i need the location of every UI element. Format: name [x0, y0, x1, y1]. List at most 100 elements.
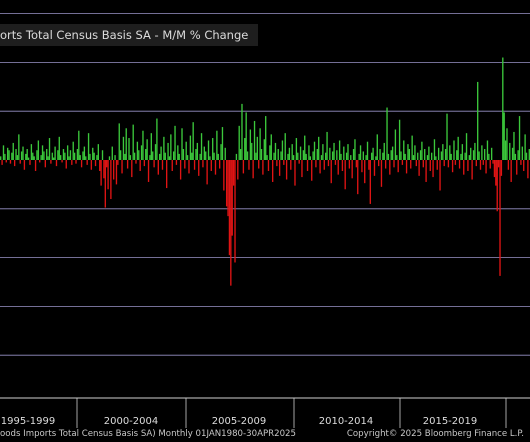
bar-negative — [294, 160, 296, 186]
bar-positive — [403, 140, 405, 160]
bar-negative — [55, 160, 58, 167]
bar-positive — [76, 149, 79, 160]
bar-negative — [193, 160, 196, 170]
bar-negative — [184, 160, 186, 169]
bar-negative — [61, 160, 63, 163]
bar-positive — [444, 149, 447, 160]
bar-positive — [309, 156, 311, 160]
bar-positive — [238, 125, 240, 160]
bar-positive — [414, 145, 416, 160]
x-tick-label: 2015-2019 — [423, 416, 478, 427]
bar-negative — [228, 160, 231, 256]
chart-footer: oods Imports Total Census Basis SA) Mont… — [0, 426, 530, 442]
bar-negative — [439, 160, 441, 191]
plot-background — [0, 0, 530, 398]
bar-negative — [188, 160, 190, 174]
bar-negative — [258, 160, 260, 169]
bar-positive — [69, 150, 72, 160]
bar-negative — [23, 160, 26, 170]
bar-positive — [340, 153, 342, 160]
bar-negative — [94, 160, 97, 167]
bar-positive — [97, 144, 99, 160]
bar-positive — [372, 147, 374, 160]
bar-positive — [329, 147, 331, 160]
bar-negative — [202, 160, 204, 168]
bar-positive — [200, 133, 203, 160]
bar-positive — [299, 146, 302, 160]
bar-positive — [186, 155, 189, 160]
bar-negative — [9, 160, 12, 164]
bar-positive — [79, 155, 81, 160]
bar-positive — [163, 136, 165, 160]
bar-positive — [336, 150, 338, 160]
bar-positive — [20, 151, 23, 160]
bar-positive — [359, 145, 362, 160]
bar-negative — [5, 160, 7, 163]
bar-positive — [205, 151, 207, 160]
bar-positive — [528, 149, 530, 160]
bar-positive — [182, 149, 185, 160]
bar-negative — [432, 160, 434, 178]
bar-positive — [25, 153, 27, 160]
bar-negative — [272, 160, 274, 182]
bar-positive — [362, 151, 364, 160]
bar-negative — [425, 160, 427, 182]
bar-negative — [161, 160, 164, 170]
bar-negative — [298, 160, 300, 164]
bar-positive — [244, 138, 246, 160]
bar-positive — [453, 140, 455, 160]
bar-positive — [383, 142, 385, 160]
bar-negative — [330, 160, 332, 184]
bar-negative — [479, 160, 482, 170]
bar-negative — [418, 160, 420, 176]
bar-positive — [428, 146, 430, 160]
bar-positive — [503, 112, 505, 160]
bar-positive — [322, 144, 324, 160]
bar-negative — [86, 160, 88, 165]
bar-positive — [93, 152, 95, 160]
bar-negative — [100, 160, 102, 186]
bar-positive — [474, 142, 476, 160]
bar-negative — [507, 160, 510, 170]
bar-negative — [467, 160, 469, 171]
bar-positive — [273, 152, 275, 160]
bar-negative — [334, 160, 337, 165]
bar-positive — [249, 129, 252, 160]
bar-positive — [437, 147, 440, 160]
bar-positive — [156, 118, 158, 160]
bar-negative — [230, 160, 232, 286]
bar-positive — [502, 57, 504, 160]
bar-negative — [71, 160, 73, 165]
bar-negative — [1, 160, 3, 165]
bar-negative — [143, 160, 146, 167]
bar-negative — [495, 160, 497, 186]
bar-positive — [64, 152, 66, 160]
bar-negative — [99, 160, 101, 171]
bar-negative — [471, 160, 473, 180]
bar-positive — [253, 120, 256, 160]
bar-positive — [68, 156, 70, 160]
bar-positive — [325, 152, 327, 160]
bar-negative — [214, 160, 217, 175]
bar-negative — [361, 160, 363, 173]
bar-negative — [415, 160, 417, 167]
bar-positive — [154, 144, 157, 160]
bar-negative — [389, 160, 391, 175]
bar-negative — [327, 160, 330, 167]
bar-negative — [429, 160, 431, 171]
bar-positive — [207, 140, 210, 160]
bar-negative — [126, 160, 129, 169]
bar-positive — [43, 151, 45, 160]
bar-positive — [170, 134, 172, 160]
bar-negative — [301, 160, 303, 178]
bar-positive — [308, 145, 310, 160]
bar-positive — [277, 149, 279, 160]
bar-positive — [181, 128, 183, 160]
bar-negative — [510, 160, 512, 182]
bar-negative — [166, 160, 168, 189]
bar-negative — [520, 160, 522, 165]
bar-positive — [514, 153, 517, 160]
bar-positive — [152, 151, 154, 160]
bar-positive — [292, 155, 295, 160]
bar-series — [0, 57, 530, 286]
